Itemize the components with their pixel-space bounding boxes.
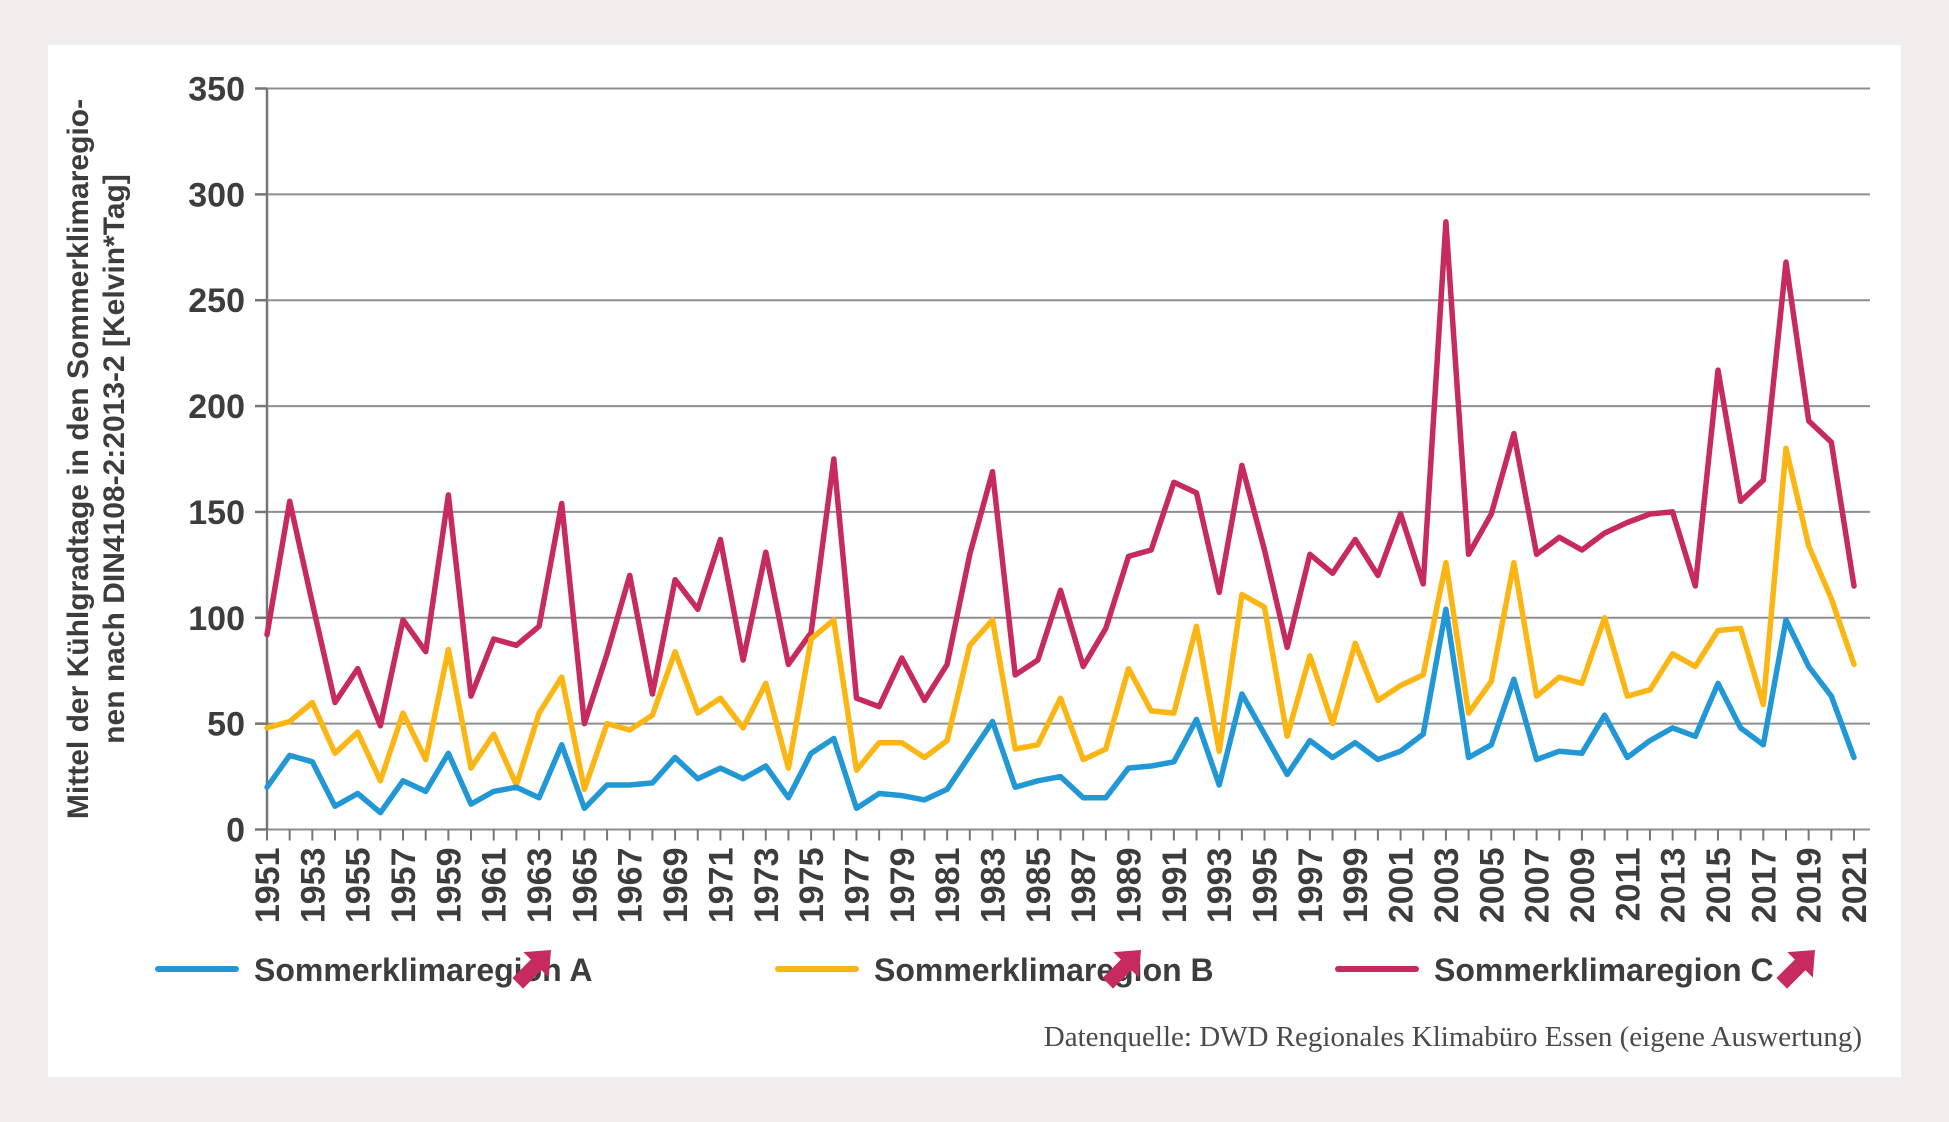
x-tick-label: 2001: [1383, 848, 1421, 924]
trend-up-arrow-icon: [1776, 950, 1815, 989]
x-tick-label: 1987: [1065, 848, 1103, 924]
x-tick-label: 1951: [249, 848, 287, 924]
x-tick-label: 1959: [430, 848, 468, 924]
x-tick-label: 2005: [1473, 848, 1511, 924]
x-tick-label: 1963: [521, 848, 559, 924]
legend: Sommerklimaregion A Sommerklimaregion B: [155, 950, 1815, 989]
chart-card: 0 50 100 150 200 250 300 350 1951 1953 1955 1957 19…: [48, 45, 1901, 1077]
x-tick-label: 1975: [793, 848, 831, 924]
x-tick-label: 2017: [1745, 848, 1783, 924]
x-tick-label: 1997: [1292, 848, 1330, 924]
x-tick-label: 1957: [385, 848, 423, 924]
x-tick-label: 1989: [1111, 848, 1149, 924]
legend-label-region-c: Sommerklimaregion C: [1434, 952, 1774, 988]
series-b-line: [264, 445, 1857, 793]
x-tick-label: 1961: [476, 848, 514, 924]
x-tick-label: 2007: [1519, 848, 1557, 924]
trend-up-arrow-icon: [512, 950, 551, 989]
x-tick-label: 1965: [566, 848, 604, 924]
y-tick-label: 100: [188, 600, 245, 638]
x-tick-label: 1977: [838, 848, 876, 924]
y-tick-label: 0: [226, 812, 245, 850]
x-tick-label: 1991: [1156, 848, 1194, 924]
y-tick-label: 300: [188, 176, 245, 214]
legend-item-region-a: Sommerklimaregion A: [155, 950, 592, 989]
x-tick-label: 1955: [340, 848, 378, 924]
x-tick-label: 2013: [1655, 848, 1693, 924]
x-tick-label: 1973: [748, 848, 786, 924]
y-axis-title-line2: nen nach DIN4108-2:2013-2 [Kelvin*Tag]: [98, 174, 131, 744]
y-axis-ticks: [255, 87, 267, 831]
x-tick-label: 1999: [1337, 848, 1375, 924]
x-tick-label: 1993: [1201, 848, 1239, 924]
x-tick-label: 1971: [702, 848, 740, 924]
x-tick-label: 1995: [1247, 848, 1285, 924]
y-tick-label: 200: [188, 388, 245, 426]
x-tick-label: 1979: [884, 848, 922, 924]
y-axis-tick-labels: 0 50 100 150 200 250 300 350: [188, 71, 245, 850]
x-tick-label: 2011: [1609, 848, 1647, 922]
x-tick-label: 1953: [294, 848, 332, 924]
x-tick-label: 2009: [1564, 848, 1602, 924]
trend-up-arrow-icon: [1102, 950, 1141, 989]
x-tick-label: 2019: [1791, 848, 1829, 924]
x-tick-label: 2015: [1700, 848, 1738, 924]
x-axis-ticks: [266, 829, 1855, 841]
x-tick-label: 1985: [1020, 848, 1058, 924]
legend-item-region-b: Sommerklimaregion B: [775, 950, 1214, 989]
y-tick-label: 150: [188, 494, 245, 532]
data-source-caption: Datenquelle: DWD Regionales Klimabüro Es…: [1044, 1021, 1862, 1053]
y-tick-label: 350: [188, 71, 245, 109]
x-axis-tick-labels: 1951 1953 1955 1957 1959 1961 1963 1965 1967 1969…: [249, 848, 1874, 924]
x-tick-label: 2021: [1836, 848, 1874, 924]
legend-item-region-c: Sommerklimaregion C: [1335, 950, 1815, 989]
x-tick-label: 1981: [929, 848, 967, 924]
data-series: [264, 219, 1857, 816]
y-tick-label: 50: [207, 706, 245, 744]
series-a-line: [264, 606, 1857, 816]
y-axis-title-line1: Mittel der Kühlgradtage in den Sommerkli…: [62, 99, 95, 819]
y-tick-label: 250: [188, 282, 245, 320]
x-tick-label: 2003: [1428, 848, 1466, 924]
legend-label-region-b: Sommerklimaregion B: [874, 952, 1214, 988]
x-tick-label: 1983: [974, 848, 1012, 924]
x-tick-label: 1967: [612, 848, 650, 924]
series-c-line: [264, 219, 1857, 729]
x-tick-label: 1969: [657, 848, 695, 924]
